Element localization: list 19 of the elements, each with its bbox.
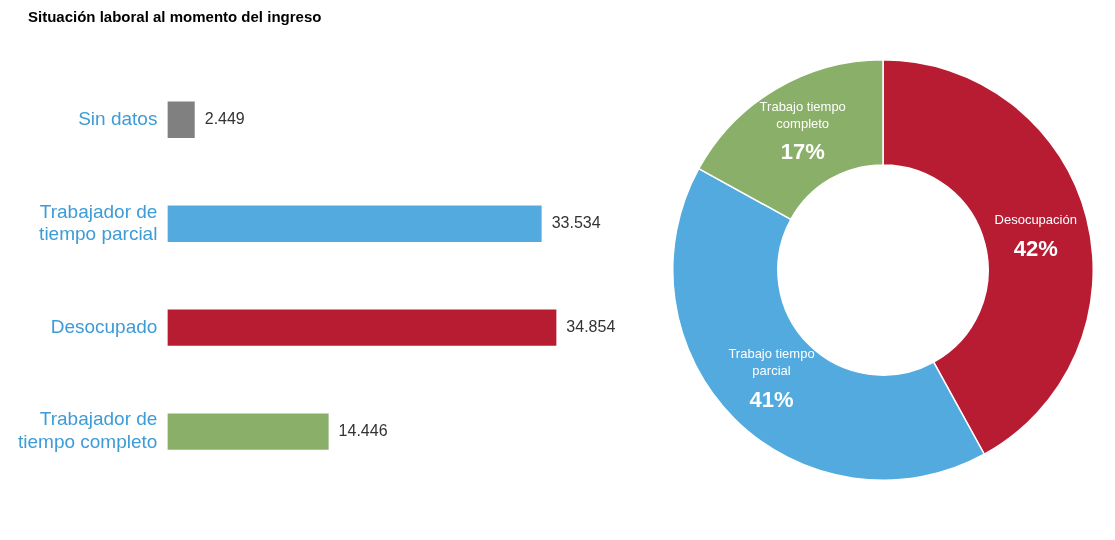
bar bbox=[167, 101, 195, 138]
chart-title: Situación laboral al momento del ingreso bbox=[28, 8, 323, 25]
bar bbox=[167, 205, 542, 242]
data-label: 33.534 bbox=[551, 214, 601, 232]
slice-label: Trabajo tiempo parcial bbox=[728, 346, 815, 379]
data-label: 14.446 bbox=[338, 422, 388, 440]
bar bbox=[167, 309, 557, 346]
y-tick-label: Sin datos bbox=[78, 108, 158, 130]
bar bbox=[167, 413, 329, 450]
data-label: 2.449 bbox=[204, 110, 245, 128]
slice-label: Trabajo tiempo completo bbox=[759, 98, 846, 131]
data-label: 42% bbox=[1013, 235, 1058, 261]
y-tick-label: Trabajador de tiempo parcial bbox=[39, 200, 158, 245]
data-label: 34.854 bbox=[566, 318, 616, 336]
y-tick-label: Trabajador de tiempo completo bbox=[18, 408, 158, 453]
data-label: 41% bbox=[749, 386, 794, 412]
data-label: 17% bbox=[780, 139, 825, 165]
slice-label: Desocupación bbox=[994, 212, 1077, 228]
y-tick-label: Desocupado bbox=[50, 315, 158, 337]
